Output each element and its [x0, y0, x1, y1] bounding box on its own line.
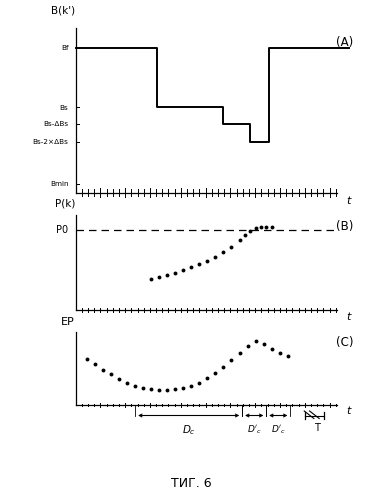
Text: t: t	[346, 312, 351, 322]
Text: Bs-2×ΔBs: Bs-2×ΔBs	[32, 138, 68, 144]
Text: ΤИГ. 6: ΤИГ. 6	[171, 477, 211, 490]
Text: t: t	[346, 196, 351, 206]
Text: Bs-ΔBs: Bs-ΔBs	[43, 122, 68, 128]
Text: t: t	[346, 406, 351, 416]
Text: P0: P0	[56, 225, 68, 235]
Text: (B): (B)	[336, 220, 353, 234]
Text: Bmin: Bmin	[50, 181, 68, 187]
Text: Bs: Bs	[60, 104, 68, 110]
Text: Bf: Bf	[61, 45, 68, 51]
Text: T: T	[314, 423, 320, 433]
Text: (A): (A)	[336, 36, 353, 49]
Text: B(k'): B(k')	[51, 6, 75, 16]
Text: EP: EP	[62, 317, 75, 327]
Text: $D'_c$: $D'_c$	[247, 423, 262, 436]
Text: $D_c$: $D_c$	[182, 423, 196, 437]
Text: $D'_c$: $D'_c$	[271, 423, 286, 436]
Text: P(k): P(k)	[55, 198, 75, 208]
Text: (C): (C)	[336, 336, 353, 349]
